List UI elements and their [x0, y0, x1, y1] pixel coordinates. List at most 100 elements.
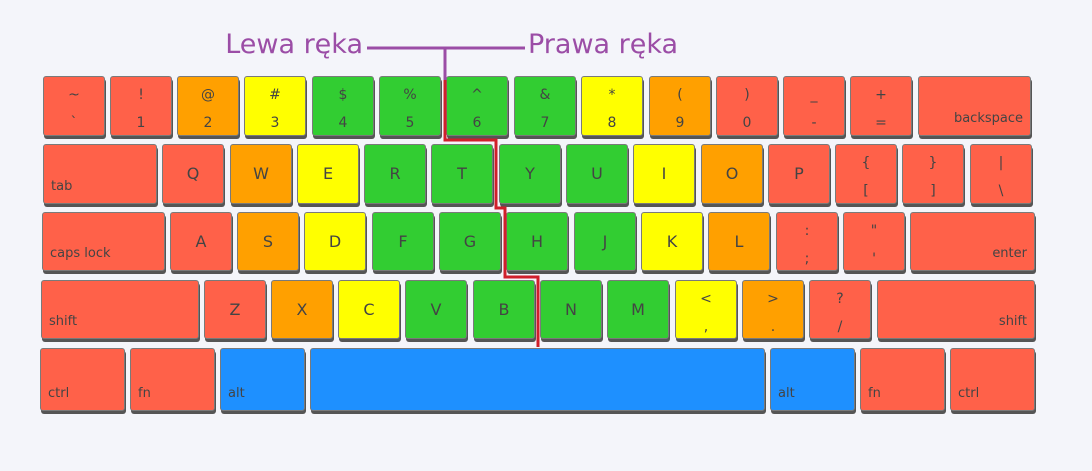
- key-label: alt: [228, 386, 245, 401]
- key-d[interactable]: D: [304, 212, 366, 271]
- key-base-symbol: 7: [540, 115, 550, 131]
- key-shift-symbol: ~: [68, 87, 80, 103]
- key-letter: S: [262, 232, 274, 251]
- key-base-symbol: [: [863, 183, 869, 199]
- key-shift-symbol: ^: [471, 87, 483, 103]
- key-shift-symbol: |: [998, 155, 1004, 171]
- key-lfn[interactable]: fn: [130, 348, 215, 411]
- key-label: enter: [992, 246, 1027, 261]
- key-letter: I: [661, 164, 667, 183]
- key-tab[interactable]: tab: [43, 144, 157, 204]
- key-lalt[interactable]: alt: [220, 348, 305, 411]
- key-g[interactable]: G: [439, 212, 501, 271]
- key-c[interactable]: C: [338, 280, 400, 339]
- key-letter: N: [565, 300, 577, 319]
- key-j[interactable]: J: [574, 212, 636, 271]
- key-r[interactable]: R: [364, 144, 426, 204]
- key-letter: V: [430, 300, 442, 319]
- key-base-symbol: `: [70, 115, 78, 131]
- key-space[interactable]: [310, 348, 765, 411]
- key-a[interactable]: A: [170, 212, 232, 271]
- key-q[interactable]: Q: [162, 144, 224, 204]
- key-letter: K: [666, 232, 678, 251]
- key-i[interactable]: I: [633, 144, 695, 204]
- key-b[interactable]: B: [473, 280, 535, 339]
- key-label: shift: [49, 314, 78, 329]
- key-lctrl[interactable]: ctrl: [40, 348, 125, 411]
- key-lshift[interactable]: shift: [41, 280, 199, 339]
- key-s[interactable]: S: [237, 212, 299, 271]
- key-base-symbol: \: [998, 183, 1004, 199]
- key-letter: B: [498, 300, 510, 319]
- key-letter: C: [363, 300, 375, 319]
- key-tilde[interactable]: ~ `: [43, 76, 105, 136]
- key-ralt[interactable]: alt: [770, 348, 855, 411]
- key-4[interactable]: $4: [312, 76, 374, 136]
- key-lbracket[interactable]: {[: [835, 144, 897, 204]
- key-5[interactable]: % 5: [379, 76, 441, 136]
- key-y[interactable]: Y: [499, 144, 561, 204]
- key-period[interactable]: >.: [742, 280, 804, 339]
- key-8[interactable]: * 8: [581, 76, 643, 136]
- key-letter: H: [530, 232, 544, 251]
- key-base-symbol: 3: [270, 115, 280, 131]
- key-rbracket[interactable]: }]: [902, 144, 964, 204]
- key-letter: M: [631, 300, 645, 319]
- key-quote[interactable]: " ': [843, 212, 905, 271]
- key-h[interactable]: H: [506, 212, 568, 271]
- key-z[interactable]: Z: [204, 280, 266, 339]
- key-semicolon[interactable]: :;: [776, 212, 838, 271]
- key-e[interactable]: E: [297, 144, 359, 204]
- key-p[interactable]: P: [768, 144, 830, 204]
- key-base-symbol: 8: [607, 115, 617, 131]
- key-label: alt: [778, 386, 795, 401]
- key-letter: R: [389, 164, 401, 183]
- key-2[interactable]: @2: [177, 76, 239, 136]
- key-9[interactable]: (9: [649, 76, 711, 136]
- key-minus[interactable]: _ -: [783, 76, 845, 136]
- key-1[interactable]: ! 1: [110, 76, 172, 136]
- key-u[interactable]: U: [566, 144, 628, 204]
- key-slash[interactable]: ? /: [809, 280, 871, 339]
- key-label: caps lock: [50, 246, 111, 261]
- key-shift-symbol: +: [875, 87, 887, 103]
- key-comma[interactable]: <,: [675, 280, 737, 339]
- key-shift-symbol: *: [608, 87, 616, 103]
- key-shift-symbol: ): [744, 87, 750, 103]
- key-7[interactable]: & 7: [514, 76, 576, 136]
- key-shift-symbol: $: [338, 87, 348, 103]
- key-n[interactable]: N: [540, 280, 602, 339]
- right-hand-label: Prawa ręka: [528, 29, 679, 60]
- key-letter: E: [322, 164, 334, 183]
- key-o[interactable]: O: [701, 144, 763, 204]
- key-base-symbol: 6: [472, 115, 482, 131]
- key-rfn[interactable]: fn: [860, 348, 945, 411]
- key-x[interactable]: X: [271, 280, 333, 339]
- key-letter: P: [794, 164, 804, 183]
- key-w[interactable]: W: [230, 144, 292, 204]
- key-backspace[interactable]: backspace: [918, 76, 1031, 136]
- key-v[interactable]: V: [405, 280, 467, 339]
- key-0[interactable]: ) 0: [716, 76, 778, 136]
- key-enter[interactable]: enter: [910, 212, 1035, 271]
- key-m[interactable]: M: [607, 280, 669, 339]
- key-rshift[interactable]: shift: [877, 280, 1035, 339]
- key-letter: Q: [186, 164, 200, 183]
- key-capslock[interactable]: caps lock: [42, 212, 165, 271]
- key-label: ctrl: [958, 386, 980, 401]
- key-3[interactable]: #3: [244, 76, 306, 136]
- key-6[interactable]: ^ 6: [446, 76, 508, 136]
- key-equals[interactable]: + =: [850, 76, 912, 136]
- key-letter: D: [328, 232, 342, 251]
- key-t[interactable]: T: [431, 144, 493, 204]
- key-label: backspace: [953, 111, 1023, 126]
- key-k[interactable]: K: [641, 212, 703, 271]
- key-f[interactable]: F: [372, 212, 434, 271]
- key-base-symbol: =: [875, 115, 887, 131]
- key-l[interactable]: L: [708, 212, 770, 271]
- key-letter: O: [725, 164, 739, 183]
- key-backslash[interactable]: | \: [970, 144, 1032, 204]
- key-shift-symbol: #: [269, 87, 281, 103]
- key-rctrl[interactable]: ctrl: [950, 348, 1035, 411]
